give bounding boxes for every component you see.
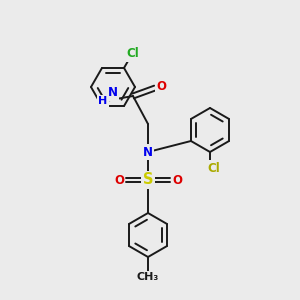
- Text: N: N: [108, 86, 118, 100]
- Text: CH₃: CH₃: [137, 272, 159, 282]
- Text: N: N: [143, 146, 153, 158]
- Text: O: O: [114, 173, 124, 187]
- Text: H: H: [98, 96, 108, 106]
- Text: O: O: [156, 80, 166, 92]
- Text: Cl: Cl: [127, 47, 140, 60]
- Text: Cl: Cl: [208, 161, 220, 175]
- Text: O: O: [172, 173, 182, 187]
- Text: S: S: [143, 172, 153, 188]
